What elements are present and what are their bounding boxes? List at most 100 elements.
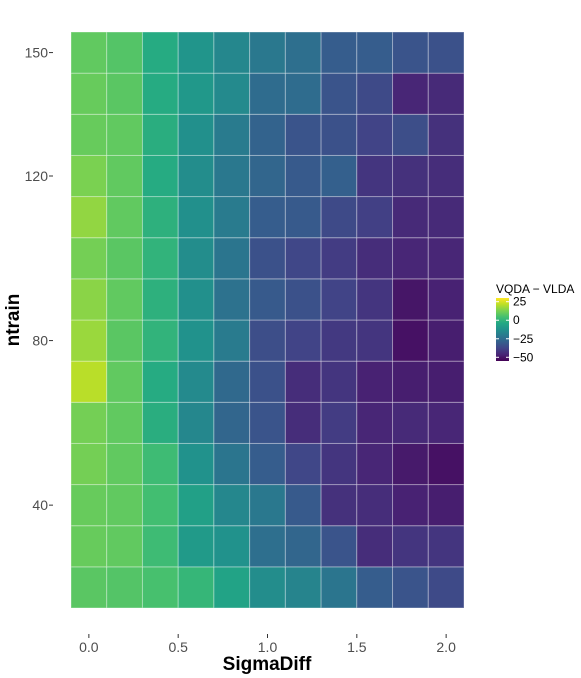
heatmap-cell [177, 484, 215, 527]
heatmap-cell [356, 278, 394, 321]
heatmap-cell [213, 31, 251, 74]
heatmap-cell [106, 278, 143, 321]
heatmap-cell [249, 154, 286, 198]
heatmap-cell [427, 237, 465, 280]
heatmap-cell [141, 113, 179, 156]
heatmap-cell [213, 484, 251, 527]
heatmap-cell [284, 566, 322, 609]
heatmap-cell [213, 319, 251, 362]
x-axis: 0.0 0.5 1.0 1.5 2.0 [79, 634, 456, 655]
heatmap-cell [106, 525, 143, 568]
heatmap-cell [70, 31, 108, 74]
heatmap-cell [249, 113, 286, 156]
heatmap-cell [106, 154, 143, 198]
heatmap-cell [106, 237, 143, 280]
heatmap-cell [249, 31, 286, 74]
heatmap-cell [284, 278, 322, 321]
heatmap-cell [106, 319, 143, 362]
heatmap-cell [392, 566, 429, 609]
heatmap-cell [141, 484, 179, 527]
heatmap-cell [70, 484, 108, 527]
heatmap-cell [392, 31, 429, 74]
heatmap-cell [106, 566, 143, 609]
heatmap-cell [320, 31, 358, 74]
heatmap-cell [284, 237, 322, 280]
heatmap-cell [213, 360, 251, 403]
heatmap-cell [177, 72, 215, 115]
heatmap-cell [320, 360, 358, 403]
heatmap-cell [427, 278, 465, 321]
heatmap-cell [106, 31, 143, 74]
heatmap-cell [141, 401, 179, 444]
heatmap-cell [177, 566, 215, 609]
heatmap-cell [392, 360, 429, 403]
heatmap-cell [427, 319, 465, 362]
x-tick-label: 2.0 [436, 639, 456, 655]
x-tick-label: 0.5 [168, 639, 188, 655]
heatmap-cell [141, 278, 179, 321]
heatmap-cell [320, 401, 358, 444]
y-tick-label: 40 [32, 497, 48, 513]
heatmap-cell [320, 237, 358, 280]
heatmap-cell [427, 401, 465, 444]
heatmap-cell [392, 525, 429, 568]
heatmap-cell [106, 442, 143, 486]
heatmap-cell [427, 113, 465, 156]
heatmap-cell [320, 196, 358, 239]
heatmap-cell [356, 401, 394, 444]
heatmap-cell [284, 154, 322, 198]
heatmap-cell [177, 319, 215, 362]
heatmap-cell [356, 525, 394, 568]
heatmap-cell [249, 319, 286, 362]
heatmap-cells [70, 31, 465, 609]
heatmap-cell [141, 566, 179, 609]
y-tick-label: 120 [25, 168, 49, 184]
heatmap-cell [106, 360, 143, 403]
heatmap-cell [356, 154, 394, 198]
heatmap-cell [320, 566, 358, 609]
heatmap-cell [427, 154, 465, 198]
heatmap-cell [70, 319, 108, 362]
heatmap-cell [70, 566, 108, 609]
heatmap-cell [70, 154, 108, 198]
heatmap-cell [320, 319, 358, 362]
heatmap-cell [141, 154, 179, 198]
heatmap-cell [213, 196, 251, 239]
heatmap-cell [177, 525, 215, 568]
heatmap-cell [284, 525, 322, 568]
heatmap-cell [249, 442, 286, 486]
heatmap-cell [213, 113, 251, 156]
heatmap-cell [284, 72, 322, 115]
heatmap-cell [213, 154, 251, 198]
heatmap-cell [320, 72, 358, 115]
x-tick-label: 0.0 [79, 639, 99, 655]
heatmap-cell [392, 154, 429, 198]
heatmap-cell [106, 196, 143, 239]
heatmap-cell [392, 401, 429, 444]
heatmap-cell [249, 360, 286, 403]
heatmap-cell [213, 566, 251, 609]
heatmap-cell [284, 31, 322, 74]
heatmap-cell [213, 72, 251, 115]
heatmap-cell [284, 319, 322, 362]
heatmap-cell [177, 113, 215, 156]
heatmap-cell [356, 72, 394, 115]
heatmap-cell [284, 113, 322, 156]
heatmap-cell [70, 442, 108, 486]
heatmap-cell [249, 72, 286, 115]
heatmap-cell [177, 278, 215, 321]
heatmap-cell [213, 237, 251, 280]
heatmap-cell [177, 360, 215, 403]
heatmap-cell [177, 401, 215, 444]
heatmap-cell [70, 237, 108, 280]
heatmap-cell [427, 72, 465, 115]
heatmap-cell [70, 278, 108, 321]
heatmap-cell [141, 442, 179, 486]
heatmap-cell [284, 401, 322, 444]
heatmap-cell [392, 484, 429, 527]
heatmap-cell [356, 319, 394, 362]
heatmap-cell [392, 113, 429, 156]
heatmap-cell [106, 113, 143, 156]
heatmap-cell [427, 484, 465, 527]
